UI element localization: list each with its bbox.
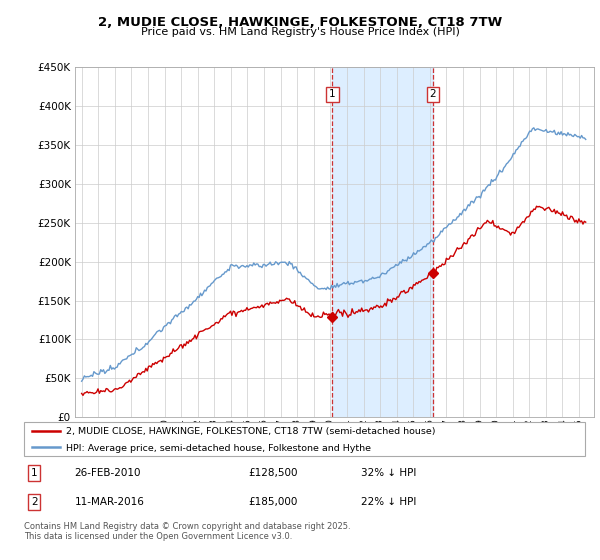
FancyBboxPatch shape: [24, 422, 585, 456]
Text: 22% ↓ HPI: 22% ↓ HPI: [361, 497, 416, 507]
Text: £128,500: £128,500: [248, 468, 298, 478]
Text: 1: 1: [31, 468, 37, 478]
Text: £185,000: £185,000: [248, 497, 298, 507]
Text: 32% ↓ HPI: 32% ↓ HPI: [361, 468, 416, 478]
Text: 2: 2: [430, 90, 436, 100]
Text: HPI: Average price, semi-detached house, Folkestone and Hythe: HPI: Average price, semi-detached house,…: [66, 444, 371, 452]
Text: 2, MUDIE CLOSE, HAWKINGE, FOLKESTONE, CT18 7TW: 2, MUDIE CLOSE, HAWKINGE, FOLKESTONE, CT…: [98, 16, 502, 29]
Text: 1: 1: [329, 90, 335, 100]
Text: 2: 2: [31, 497, 37, 507]
Bar: [332, 67, 433, 417]
Text: 11-MAR-2016: 11-MAR-2016: [74, 497, 145, 507]
Text: Price paid vs. HM Land Registry's House Price Index (HPI): Price paid vs. HM Land Registry's House …: [140, 27, 460, 37]
Text: Contains HM Land Registry data © Crown copyright and database right 2025.
This d: Contains HM Land Registry data © Crown c…: [24, 522, 350, 542]
Text: 26-FEB-2010: 26-FEB-2010: [74, 468, 141, 478]
Text: 2, MUDIE CLOSE, HAWKINGE, FOLKESTONE, CT18 7TW (semi-detached house): 2, MUDIE CLOSE, HAWKINGE, FOLKESTONE, CT…: [66, 427, 436, 436]
